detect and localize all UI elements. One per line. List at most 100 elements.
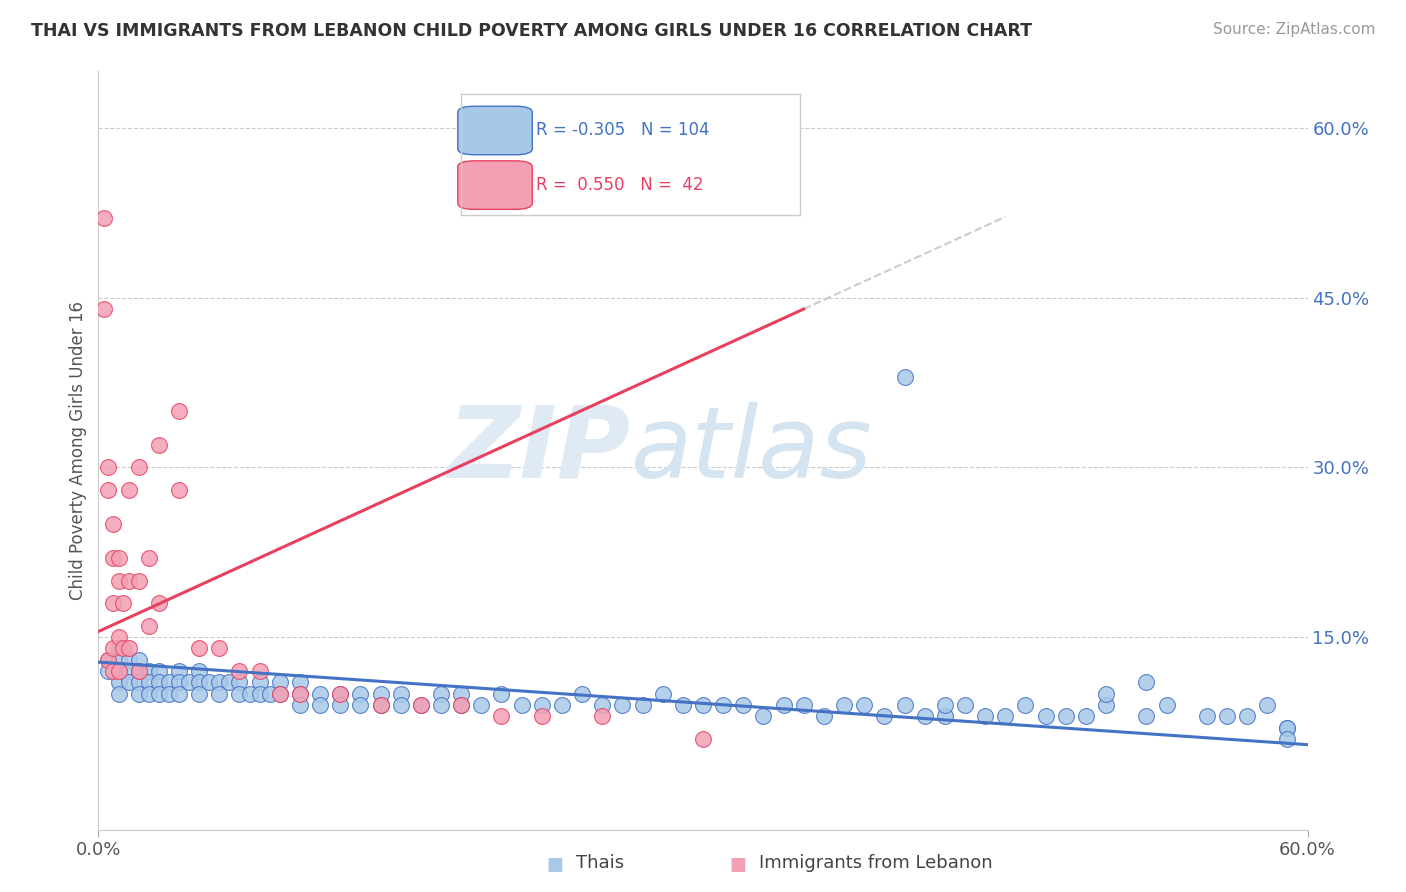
Text: ▪: ▪ bbox=[728, 849, 748, 878]
Point bbox=[1095, 698, 1118, 712]
Point bbox=[228, 675, 250, 690]
Point bbox=[138, 675, 160, 690]
Point bbox=[389, 698, 412, 712]
Point bbox=[107, 664, 129, 678]
Point bbox=[101, 641, 124, 656]
Point bbox=[974, 709, 997, 723]
Point bbox=[631, 698, 654, 712]
Point bbox=[853, 698, 876, 712]
Point bbox=[491, 687, 513, 701]
Point bbox=[309, 698, 332, 712]
Point bbox=[97, 483, 120, 497]
Point bbox=[97, 664, 120, 678]
Point bbox=[1095, 687, 1118, 701]
Point bbox=[994, 709, 1017, 723]
Point bbox=[138, 687, 160, 701]
Point bbox=[934, 709, 956, 723]
Point bbox=[101, 551, 124, 566]
Point bbox=[128, 653, 150, 667]
Point bbox=[107, 630, 129, 644]
Point bbox=[349, 687, 371, 701]
Point bbox=[188, 675, 211, 690]
Point bbox=[914, 709, 936, 723]
Point bbox=[591, 709, 613, 723]
Point bbox=[167, 675, 190, 690]
Point bbox=[111, 641, 134, 656]
Point bbox=[813, 709, 835, 723]
Point bbox=[107, 664, 129, 678]
Point bbox=[1135, 675, 1157, 690]
Text: Immigrants from Lebanon: Immigrants from Lebanon bbox=[759, 855, 993, 872]
Point bbox=[450, 687, 472, 701]
Point bbox=[128, 687, 150, 701]
Point bbox=[157, 675, 180, 690]
Point bbox=[157, 687, 180, 701]
Point bbox=[128, 664, 150, 678]
Text: ZIP: ZIP bbox=[447, 402, 630, 499]
Point bbox=[107, 551, 129, 566]
Point bbox=[148, 596, 170, 610]
Point bbox=[1216, 709, 1239, 723]
Point bbox=[1054, 709, 1077, 723]
Point bbox=[107, 574, 129, 588]
Point bbox=[128, 574, 150, 588]
Text: atlas: atlas bbox=[630, 402, 872, 499]
Point bbox=[1014, 698, 1036, 712]
Point bbox=[97, 460, 120, 475]
Point bbox=[148, 438, 170, 452]
Point bbox=[167, 404, 190, 418]
Point bbox=[752, 709, 775, 723]
Point bbox=[1256, 698, 1278, 712]
Point bbox=[101, 664, 124, 678]
Point bbox=[101, 596, 124, 610]
Point bbox=[228, 664, 250, 678]
Point bbox=[491, 709, 513, 723]
Point bbox=[97, 653, 120, 667]
Point bbox=[1277, 721, 1299, 735]
Point bbox=[179, 675, 201, 690]
Point bbox=[450, 698, 472, 712]
Text: Source: ZipAtlas.com: Source: ZipAtlas.com bbox=[1212, 22, 1375, 37]
Point bbox=[571, 687, 593, 701]
Point bbox=[1195, 709, 1218, 723]
Point bbox=[148, 687, 170, 701]
Point bbox=[288, 698, 311, 712]
Point bbox=[893, 698, 915, 712]
Point bbox=[218, 675, 240, 690]
Point bbox=[591, 698, 613, 712]
Point bbox=[692, 698, 714, 712]
Point bbox=[188, 687, 211, 701]
Y-axis label: Child Poverty Among Girls Under 16: Child Poverty Among Girls Under 16 bbox=[69, 301, 87, 600]
Point bbox=[1156, 698, 1178, 712]
Point bbox=[430, 698, 453, 712]
Point bbox=[370, 698, 392, 712]
Point bbox=[370, 687, 392, 701]
Point bbox=[1277, 721, 1299, 735]
Point bbox=[612, 698, 634, 712]
Point bbox=[389, 687, 412, 701]
Point bbox=[148, 664, 170, 678]
Point bbox=[198, 675, 221, 690]
Point bbox=[138, 551, 160, 566]
Point bbox=[93, 301, 115, 316]
Point bbox=[269, 687, 291, 701]
Point bbox=[269, 675, 291, 690]
Point bbox=[111, 596, 134, 610]
Point bbox=[551, 698, 574, 712]
Point bbox=[138, 619, 160, 633]
Point bbox=[128, 664, 150, 678]
Point bbox=[873, 709, 896, 723]
Point bbox=[470, 698, 492, 712]
Point bbox=[249, 687, 271, 701]
Point bbox=[269, 687, 291, 701]
Point bbox=[118, 653, 141, 667]
Point bbox=[832, 698, 855, 712]
Point bbox=[1035, 709, 1057, 723]
Point bbox=[530, 709, 553, 723]
Point bbox=[128, 460, 150, 475]
Point bbox=[118, 664, 141, 678]
Point bbox=[430, 687, 453, 701]
Point bbox=[893, 370, 915, 384]
Point bbox=[107, 641, 129, 656]
Point bbox=[530, 698, 553, 712]
